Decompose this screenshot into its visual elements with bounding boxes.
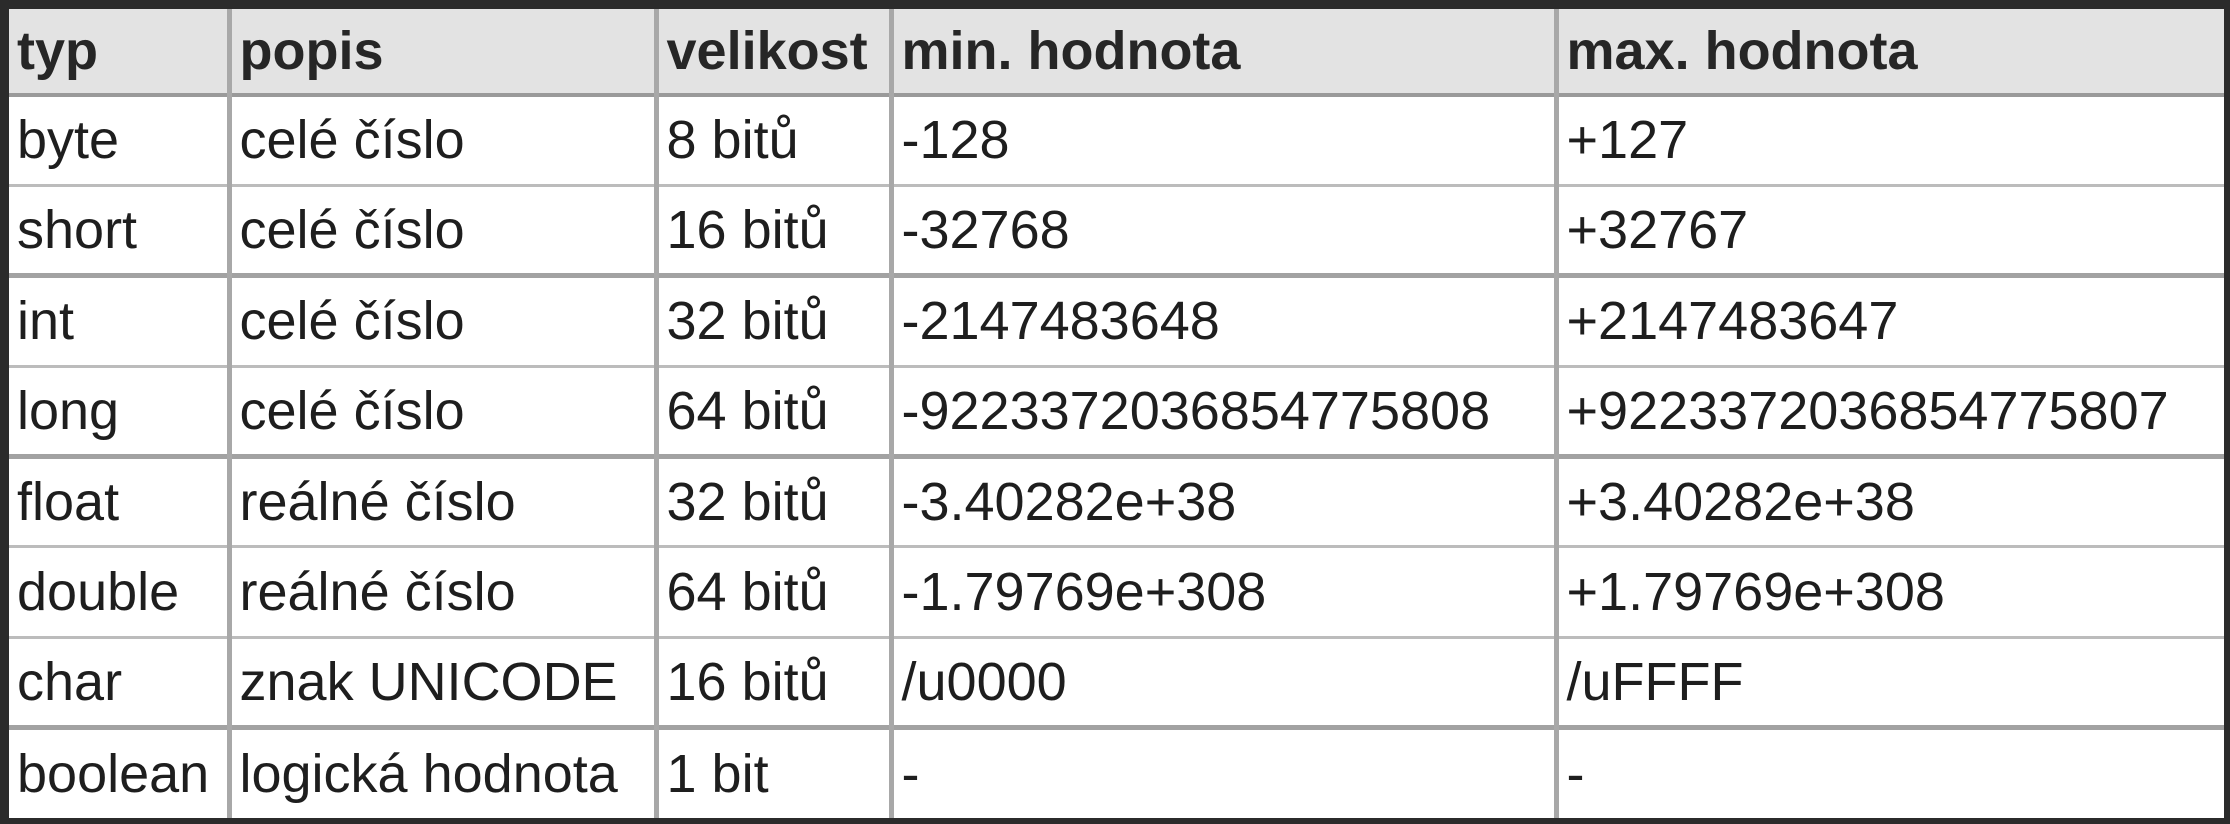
table-header-row: typ popis velikost min. hodnota max. hod… <box>9 9 2224 97</box>
cell-min: -128 <box>888 93 1556 186</box>
cell-popis: celé číslo <box>226 183 656 276</box>
cell-typ: double <box>9 545 229 638</box>
header-max-hodnota: max. hodnota <box>1553 9 2224 97</box>
table-row: float reálné číslo 32 bitů -3.40282e+38 … <box>9 453 2224 547</box>
cell-max: +9223372036854775807 <box>1553 364 2224 457</box>
cell-popis: znak UNICODE <box>226 635 656 728</box>
header-popis: popis <box>226 9 656 97</box>
cell-typ: char <box>9 635 229 728</box>
cell-typ: float <box>9 453 229 547</box>
cell-min: -2147483648 <box>888 273 1556 367</box>
cell-velikost: 8 bitů <box>653 93 891 186</box>
cell-max: - <box>1553 725 2224 818</box>
cell-max: +3.40282e+38 <box>1553 453 2224 547</box>
cell-popis: celé číslo <box>226 273 656 367</box>
header-velikost: velikost <box>653 9 891 97</box>
cell-popis: celé číslo <box>226 364 656 457</box>
cell-velikost: 64 bitů <box>653 545 891 638</box>
table-row: boolean logická hodnota 1 bit - - <box>9 725 2224 818</box>
cell-min: -9223372036854775808 <box>888 364 1556 457</box>
cell-min: -32768 <box>888 183 1556 276</box>
table-row: byte celé číslo 8 bitů -128 +127 <box>9 93 2224 186</box>
cell-velikost: 32 bitů <box>653 273 891 367</box>
cell-popis: reálné číslo <box>226 545 656 638</box>
cell-max: +2147483647 <box>1553 273 2224 367</box>
cell-max: +127 <box>1553 93 2224 186</box>
cell-min: -3.40282e+38 <box>888 453 1556 547</box>
cell-velikost: 16 bitů <box>653 183 891 276</box>
table-row: short celé číslo 16 bitů -32768 +32767 <box>9 183 2224 276</box>
cell-popis: logická hodnota <box>226 725 656 818</box>
cell-min: - <box>888 725 1556 818</box>
cell-velikost: 1 bit <box>653 725 891 818</box>
header-typ: typ <box>9 9 229 97</box>
cell-typ: byte <box>9 93 229 186</box>
cell-popis: celé číslo <box>226 93 656 186</box>
cell-typ: long <box>9 364 229 457</box>
table-row: char znak UNICODE 16 bitů /u0000 /uFFFF <box>9 635 2224 728</box>
header-min-hodnota: min. hodnota <box>888 9 1556 97</box>
cell-max: +32767 <box>1553 183 2224 276</box>
cell-typ: boolean <box>9 725 229 818</box>
cell-velikost: 32 bitů <box>653 453 891 547</box>
cell-min: /u0000 <box>888 635 1556 728</box>
cell-velikost: 64 bitů <box>653 364 891 457</box>
cell-typ: int <box>9 273 229 367</box>
cell-min: -1.79769e+308 <box>888 545 1556 638</box>
cell-max: +1.79769e+308 <box>1553 545 2224 638</box>
table-row: int celé číslo 32 bitů -2147483648 +2147… <box>9 273 2224 367</box>
data-types-table: typ popis velikost min. hodnota max. hod… <box>9 9 2224 818</box>
table-row: double reálné číslo 64 bitů -1.79769e+30… <box>9 545 2224 638</box>
table-row: long celé číslo 64 bitů -922337203685477… <box>9 364 2224 457</box>
cell-velikost: 16 bitů <box>653 635 891 728</box>
cell-popis: reálné číslo <box>226 453 656 547</box>
cell-max: /uFFFF <box>1553 635 2224 728</box>
cell-typ: short <box>9 183 229 276</box>
